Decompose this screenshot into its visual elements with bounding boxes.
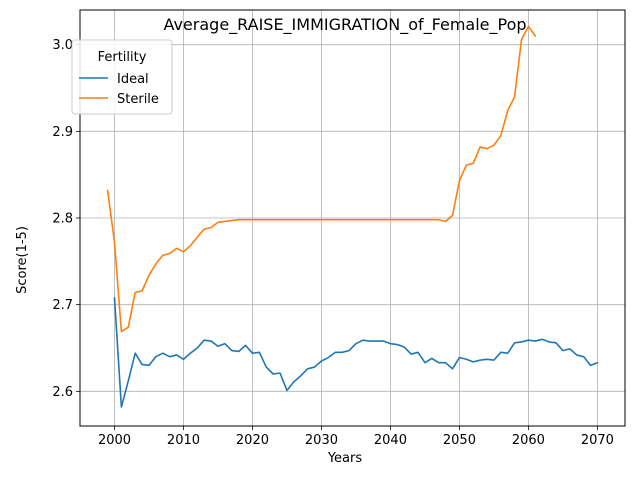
x-axis-label: Years xyxy=(327,451,363,466)
series-layer xyxy=(106,25,599,408)
x-tick-label: 2050 xyxy=(443,433,476,448)
y-tick-label: 2.9 xyxy=(52,125,73,140)
y-tick-label: 3.0 xyxy=(52,38,73,53)
legend-box xyxy=(71,39,173,115)
legend-title: Fertility xyxy=(98,50,147,65)
y-tick-label: 2.7 xyxy=(52,298,73,313)
legend: Fertility Ideal Sterile xyxy=(71,39,173,115)
series-line-ideal xyxy=(113,296,599,408)
ticks: 2000 2010 2020 2030 2040 2050 2060 2070 2.6 2.7 2.… xyxy=(52,38,614,448)
x-tick-label: 2000 xyxy=(98,433,131,448)
y-axis-label: Score(1-5) xyxy=(15,226,30,294)
grid xyxy=(80,10,625,426)
y-tick-label: 2.8 xyxy=(52,212,73,227)
x-tick-label: 2070 xyxy=(581,433,614,448)
legend-label-sterile: Sterile xyxy=(117,92,159,107)
y-tick-label: 2.6 xyxy=(52,385,73,400)
x-tick-label: 2010 xyxy=(167,433,200,448)
chart-title: Average_RAISE_IMMIGRATION_of_Female_Pop xyxy=(163,15,526,35)
legend-label-ideal: Ideal xyxy=(117,72,149,87)
x-tick-label: 2030 xyxy=(305,433,338,448)
x-tick-label: 2060 xyxy=(512,433,545,448)
x-tick-label: 2040 xyxy=(374,433,407,448)
x-tick-label: 2020 xyxy=(236,433,269,448)
series-line-sterile xyxy=(106,25,537,333)
